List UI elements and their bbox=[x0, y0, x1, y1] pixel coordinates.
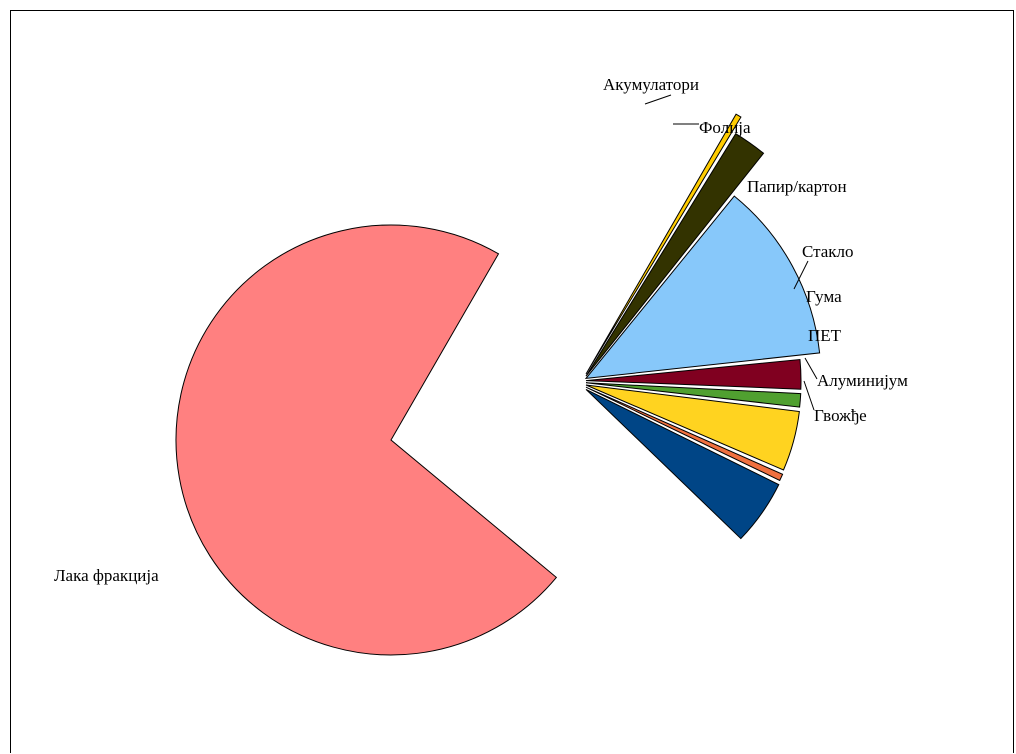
slice-label-фолија: Фолија bbox=[699, 118, 751, 137]
leader-line-стакло bbox=[793, 260, 809, 290]
pie-slice-папир-картон bbox=[584, 195, 821, 380]
pie-slice-фолија bbox=[585, 133, 765, 377]
leader-line-акумулатори bbox=[644, 94, 672, 105]
slice-label-стакло: Стакло bbox=[802, 242, 854, 261]
pie-slice-гвожђе bbox=[585, 388, 780, 540]
pie-slice-лака-фракција bbox=[175, 224, 558, 656]
pie-slice-алуминијум bbox=[585, 386, 784, 482]
slice-label-гвожђе: Гвожђе bbox=[814, 406, 867, 425]
pie-slice-гума bbox=[585, 382, 802, 408]
pie-slice-акумулатори bbox=[585, 113, 742, 375]
pie-slice-пет bbox=[585, 384, 800, 471]
labels-layer: Лака фракција Акумулатори Фолија Папир/карт… bbox=[54, 75, 908, 585]
pie-slice-стакло bbox=[585, 358, 802, 390]
leader-line-гвожђе bbox=[803, 380, 815, 411]
slice-label-алуминијум: Алуминијум bbox=[817, 371, 908, 390]
slices-layer bbox=[175, 113, 821, 656]
leader-line-алуминијум bbox=[804, 357, 818, 380]
pie-chart: Лака фракција Акумулатори Фолија Папир/карт… bbox=[54, 75, 908, 656]
slice-label-гума: Гума bbox=[806, 287, 842, 306]
slice-label-папир-картон: Папир/картон bbox=[747, 177, 847, 196]
chart-frame: Лака фракција Акумулатори Фолија Папир/карт… bbox=[10, 10, 1014, 753]
slice-label-пет: ПЕТ bbox=[808, 326, 842, 345]
slice-label-акумулатори: Акумулатори bbox=[603, 75, 699, 94]
slice-label-лака-фракција: Лака фракција bbox=[54, 566, 159, 585]
